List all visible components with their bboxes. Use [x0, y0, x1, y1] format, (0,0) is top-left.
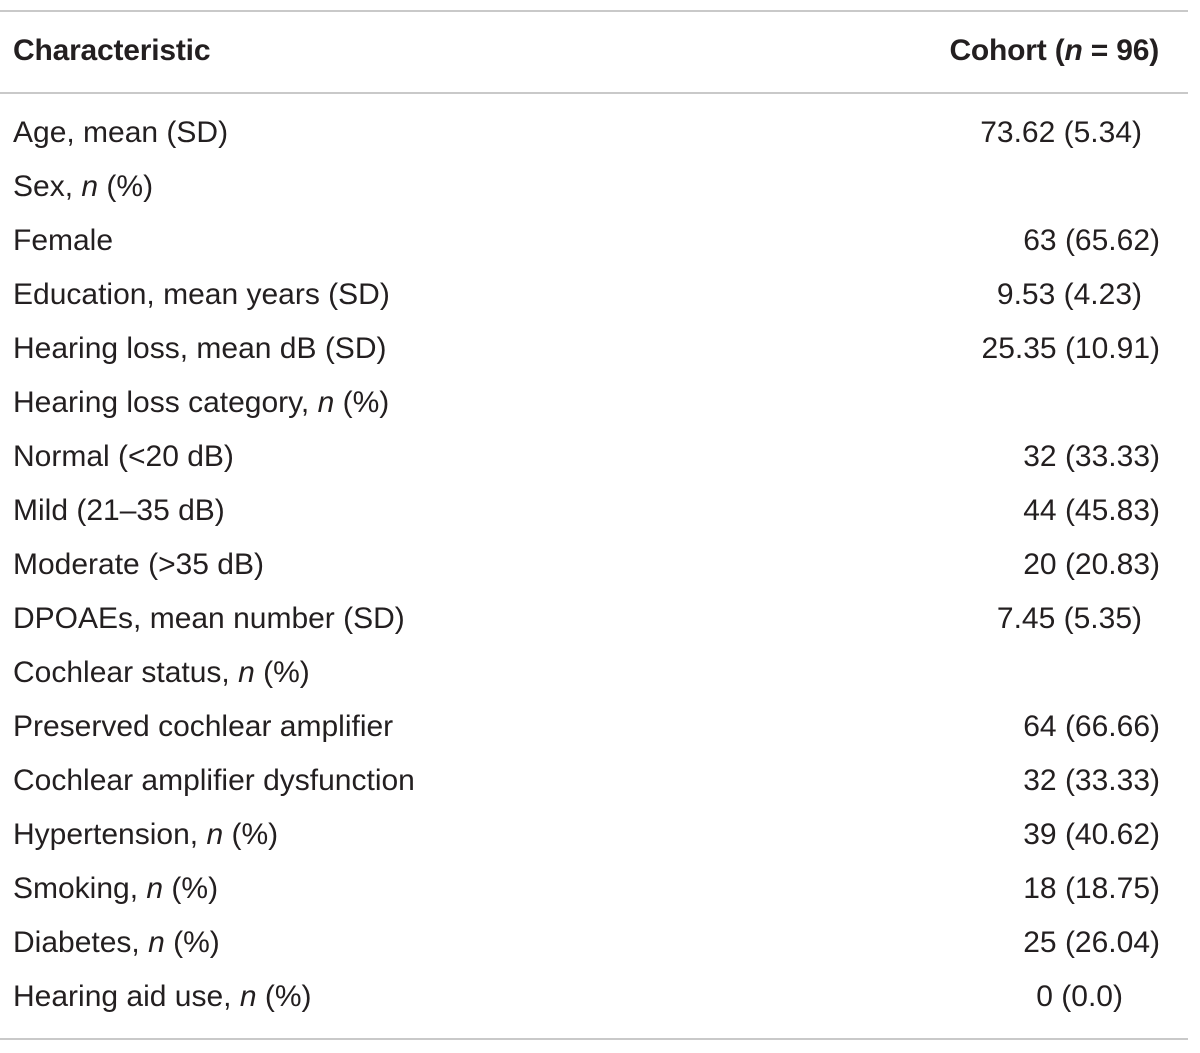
table-row: Hypertension, n (%) 39 (40.62) — [0, 808, 1188, 862]
row-label: Cochlear amplifier dysfunction — [13, 764, 415, 797]
row-label: Hearing aid use, n (%) — [13, 980, 312, 1013]
table-row: DPOAEs, mean number (SD) 7.45 (5.35) — [0, 592, 1188, 646]
table-row: Normal (<20 dB) 32 (33.33) — [0, 430, 1188, 484]
table-row: Cochlear amplifier dysfunction 32 (33.33… — [0, 754, 1188, 808]
table-row: Age, mean (SD) 73.62 (5.34) — [0, 106, 1188, 160]
table-row: Hearing aid use, n (%) 0 (0.0) — [0, 970, 1188, 1024]
row-value: 64 (66.66) — [1023, 710, 1160, 743]
table-header-row: Characteristic Cohort (n = 96) — [0, 12, 1188, 92]
header-cohort-suffix: = 96) — [1082, 34, 1159, 67]
row-label: Smoking, n (%) — [13, 872, 219, 905]
row-value: 0 (0.0) — [1036, 980, 1123, 1013]
row-label: Hearing loss, mean dB (SD) — [13, 332, 387, 365]
header-characteristic: Characteristic — [13, 34, 211, 67]
row-label: Diabetes, n (%) — [13, 926, 220, 959]
row-label: Sex, n (%) — [13, 170, 154, 203]
header-rule — [0, 92, 1188, 94]
row-label: DPOAEs, mean number (SD) — [13, 602, 405, 635]
row-value: 9.53 (4.23) — [996, 278, 1142, 311]
table-row: Hearing loss, mean dB (SD) 25.35 (10.91) — [0, 322, 1188, 376]
row-value: 73.62 (5.34) — [980, 116, 1142, 149]
table-row: Sex, n (%) — [0, 160, 1188, 214]
table-row: Female 63 (65.62) — [0, 214, 1188, 268]
row-label: Hypertension, n (%) — [13, 818, 279, 851]
row-value: 44 (45.83) — [1023, 494, 1160, 527]
header-cohort: Cohort (n = 96) — [949, 34, 1159, 68]
table-row: Diabetes, n (%) 25 (26.04) — [0, 916, 1188, 970]
row-value: 20 (20.83) — [1023, 548, 1160, 581]
row-label: Preserved cochlear amplifier — [13, 710, 394, 743]
table-body: Age, mean (SD) 73.62 (5.34) Sex, n (%) F… — [0, 106, 1188, 1024]
row-value: 32 (33.33) — [1023, 440, 1160, 473]
table-row: Cochlear status, n (%) — [0, 646, 1188, 700]
row-value: 25 (26.04) — [1023, 926, 1160, 959]
row-label: Hearing loss category, n (%) — [13, 386, 390, 419]
bottom-rule — [0, 1038, 1188, 1040]
table-row: Hearing loss category, n (%) — [0, 376, 1188, 430]
row-value: 7.45 (5.35) — [996, 602, 1142, 635]
row-value: 39 (40.62) — [1023, 818, 1160, 851]
table-row: Smoking, n (%) 18 (18.75) — [0, 862, 1188, 916]
row-value: 63 (65.62) — [1023, 224, 1160, 257]
row-label: Education, mean years (SD) — [13, 278, 390, 311]
row-label: Age, mean (SD) — [13, 116, 229, 149]
row-label: Female — [13, 224, 114, 257]
row-value: 32 (33.33) — [1023, 764, 1160, 797]
top-rule — [0, 10, 1188, 12]
row-label: Moderate (>35 dB) — [13, 548, 264, 581]
header-cohort-n: n — [1064, 34, 1083, 67]
table-row: Mild (21–35 dB) 44 (45.83) — [0, 484, 1188, 538]
table-row: Moderate (>35 dB) 20 (20.83) — [0, 538, 1188, 592]
table-row: Preserved cochlear amplifier 64 (66.66) — [0, 700, 1188, 754]
table-row: Education, mean years (SD) 9.53 (4.23) — [0, 268, 1188, 322]
row-label: Mild (21–35 dB) — [13, 494, 225, 527]
row-label: Normal (<20 dB) — [13, 440, 234, 473]
row-label: Cochlear status, n (%) — [13, 656, 310, 689]
header-cohort-prefix: Cohort ( — [949, 34, 1065, 67]
row-value: 18 (18.75) — [1023, 872, 1160, 905]
row-value: 25.35 (10.91) — [981, 332, 1160, 365]
